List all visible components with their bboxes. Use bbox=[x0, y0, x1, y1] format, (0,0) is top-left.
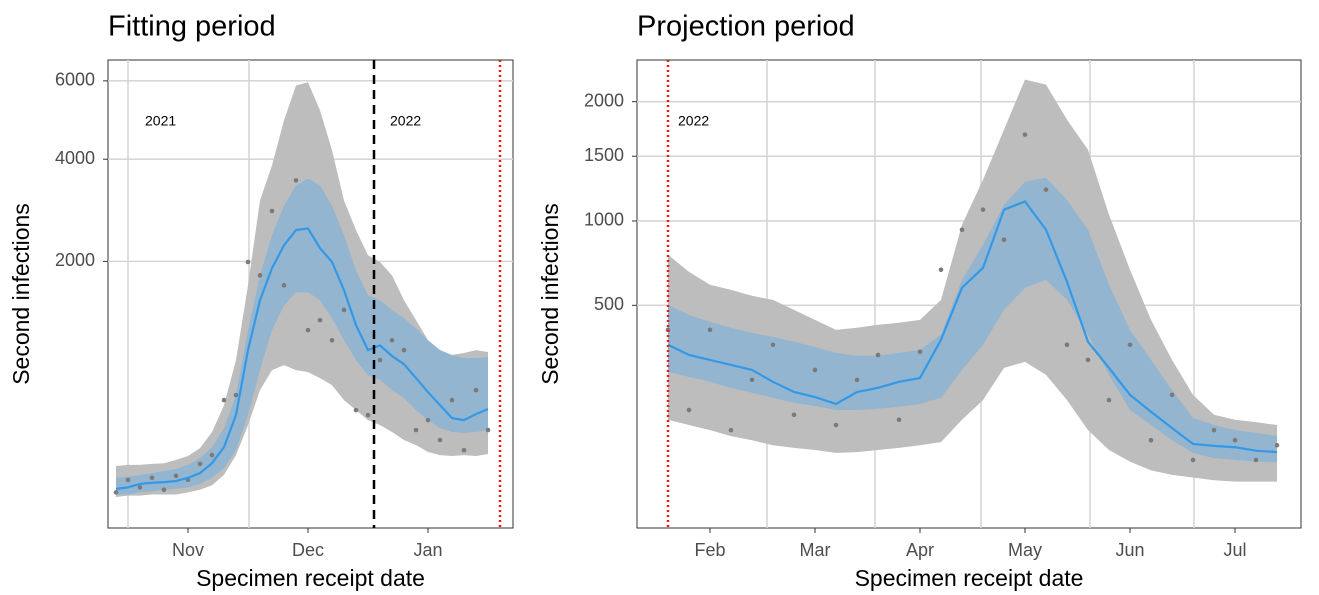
observed-point bbox=[389, 337, 395, 343]
interval-band bbox=[116, 178, 488, 495]
y-axis-title: Second infections bbox=[8, 203, 34, 385]
x-axis-title: Specimen receipt date bbox=[196, 565, 425, 591]
observed-point bbox=[917, 349, 923, 355]
observed-point bbox=[1169, 392, 1175, 398]
observed-point bbox=[707, 327, 713, 333]
observed-point bbox=[161, 487, 167, 493]
chart-panel bbox=[103, 80, 513, 533]
observed-point bbox=[833, 422, 839, 428]
x-tick-label: May bbox=[1008, 540, 1042, 560]
x-tick-label: Nov bbox=[172, 540, 204, 560]
observed-point bbox=[896, 417, 902, 423]
annotation: 2022 bbox=[678, 113, 709, 129]
observed-point bbox=[449, 397, 455, 403]
plots bbox=[103, 79, 1301, 533]
observed-point bbox=[173, 473, 179, 479]
observed-point bbox=[959, 227, 965, 233]
y-tick-label: 2000 bbox=[55, 250, 95, 270]
observed-point bbox=[197, 461, 203, 467]
chart-title: Fitting period bbox=[108, 11, 276, 43]
observed-point bbox=[938, 267, 944, 273]
observed-point bbox=[1253, 457, 1259, 463]
observed-point bbox=[425, 417, 431, 423]
chart-panel bbox=[632, 79, 1301, 533]
observed-point bbox=[317, 317, 323, 323]
observed-point bbox=[1043, 187, 1049, 192]
x-tick-label: Jun bbox=[1115, 540, 1144, 560]
observed-point bbox=[728, 427, 734, 433]
observed-point bbox=[1274, 442, 1280, 448]
observed-point bbox=[875, 352, 881, 358]
observed-point bbox=[485, 427, 491, 433]
observed-point bbox=[413, 427, 419, 433]
interval-band bbox=[668, 177, 1277, 463]
observed-point bbox=[125, 477, 131, 483]
observed-point bbox=[401, 347, 407, 353]
observed-point bbox=[269, 208, 275, 214]
x-tick-label: Mar bbox=[800, 540, 831, 560]
observed-point bbox=[137, 485, 143, 490]
observed-point bbox=[245, 259, 251, 265]
observed-point bbox=[149, 475, 155, 481]
observed-point bbox=[1085, 357, 1091, 363]
observed-point bbox=[980, 207, 986, 212]
x-axis-title: Specimen receipt date bbox=[855, 565, 1084, 591]
y-tick-label: 4000 bbox=[55, 148, 95, 168]
observed-point bbox=[686, 407, 692, 413]
observed-point bbox=[854, 377, 860, 383]
observed-point bbox=[353, 407, 359, 413]
annotation: 2021 bbox=[145, 113, 176, 129]
observed-point bbox=[281, 283, 287, 288]
x-tick-label: Apr bbox=[906, 540, 934, 560]
observed-point bbox=[209, 452, 215, 458]
observed-point bbox=[461, 447, 467, 453]
observed-point bbox=[473, 387, 479, 393]
y-tick-label: 500 bbox=[594, 294, 624, 314]
observed-point bbox=[437, 437, 443, 443]
observed-point bbox=[1001, 237, 1007, 243]
y-tick-label: 1000 bbox=[584, 210, 624, 230]
chart-title: Projection period bbox=[637, 11, 855, 43]
y-tick-label: 1500 bbox=[584, 145, 624, 165]
observed-point bbox=[113, 490, 119, 495]
x-tick-label: Jul bbox=[1223, 540, 1246, 560]
observed-point bbox=[1148, 437, 1154, 443]
observed-point bbox=[221, 397, 227, 403]
observed-point bbox=[377, 357, 383, 363]
observed-point bbox=[257, 273, 263, 278]
median-line bbox=[667, 200, 1278, 454]
observed-point bbox=[341, 307, 347, 313]
y-axis-title: Second infections bbox=[537, 203, 563, 385]
y-tick-label: 6000 bbox=[55, 70, 95, 90]
observed-point bbox=[305, 327, 311, 333]
x-tick-label: Jan bbox=[413, 540, 442, 560]
observed-point bbox=[1106, 397, 1112, 403]
observed-point bbox=[1232, 437, 1238, 443]
x-tick-label: Dec bbox=[292, 540, 324, 560]
y-tick-label: 2000 bbox=[584, 90, 624, 110]
observed-point bbox=[812, 367, 818, 373]
observed-point bbox=[1127, 342, 1133, 348]
x-tick-label: Feb bbox=[694, 540, 725, 560]
observed-point bbox=[1211, 427, 1217, 433]
observed-point bbox=[749, 377, 755, 383]
observed-point bbox=[1190, 457, 1196, 463]
observed-point bbox=[791, 412, 797, 418]
observed-point bbox=[293, 178, 299, 183]
observed-point bbox=[365, 412, 371, 418]
observed-point bbox=[329, 337, 335, 343]
observed-point bbox=[1064, 342, 1070, 348]
annotation: 2022 bbox=[390, 113, 421, 129]
median-line bbox=[115, 227, 489, 490]
observed-point bbox=[1022, 132, 1028, 137]
observed-point bbox=[770, 342, 776, 348]
observed-point bbox=[233, 392, 239, 398]
